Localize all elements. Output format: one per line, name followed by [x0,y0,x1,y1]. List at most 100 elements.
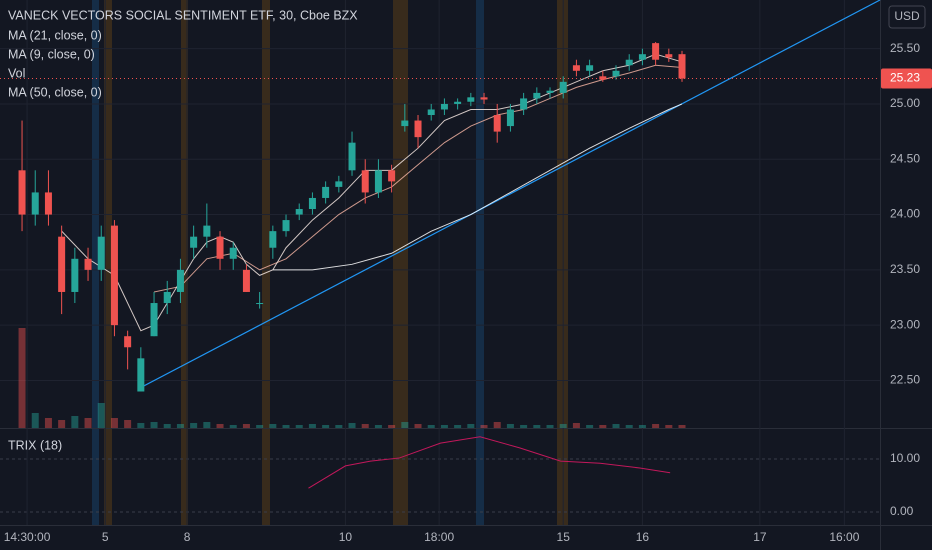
candle-body [612,70,620,77]
y-tick-label: 25.50 [890,41,920,55]
x-tick-label: 16:00 [829,530,859,544]
volume-bar [546,425,554,428]
volume-bar [374,425,382,428]
session-band [104,0,112,525]
candle-body [586,65,594,71]
volume-bar [242,424,250,428]
marks [0,0,881,489]
volume-bar [414,424,422,428]
volume-bar [638,425,646,428]
currency[interactable]: USD [894,9,920,23]
candle-body [678,54,686,79]
volume-bar [533,425,541,428]
volume-bar [163,424,171,428]
x-tick-label: 14:30:00 [4,530,51,544]
currency-box[interactable] [888,5,926,29]
y-tick-label: 0.00 [890,504,914,518]
candle-body [440,103,448,110]
candle-body [295,209,303,215]
volume-bar [652,424,660,428]
session-band [181,0,188,525]
candle-body [176,269,184,292]
x-tick-label: 15 [557,530,571,544]
legend-entry: MA (9, close, 0) [8,47,95,61]
volume-bar [44,418,52,428]
trendline [139,0,881,389]
candle-body [203,225,211,237]
candle-body [374,170,382,193]
candle-body [44,192,52,215]
volume-bar [176,424,184,428]
volume-bar [559,424,567,428]
y-tick-label: 25.00 [890,96,920,110]
candle-body [599,76,607,80]
volume-bar [665,425,673,428]
candle-body [335,181,343,187]
volume-bar [203,422,211,428]
x-tick-label: 8 [184,530,191,544]
trix-line [308,436,671,489]
x-tick-label: 18:00 [424,530,454,544]
volume-bar [216,424,224,428]
candle-body [18,170,26,215]
candle-body [282,220,290,232]
volume-bar [520,425,528,428]
volume-bar [335,425,343,428]
session-band [476,0,484,525]
candle-body [506,109,514,127]
candle-body [427,109,435,116]
x-tick-label: 5 [102,530,109,544]
volume-bar [506,424,514,428]
session-band [393,0,408,525]
volume-bar [572,423,580,428]
candle-body [124,336,132,348]
volume-bar [625,425,633,428]
candle-body [97,236,105,270]
volume-bar [295,425,303,428]
session-band [262,0,270,525]
candle-body [665,54,673,58]
volume-bar [282,425,290,428]
price-tag [881,68,932,89]
x-tick-label: 16 [636,530,650,544]
candle-body [493,115,501,132]
volume-bar [18,328,26,428]
volume-bar [586,425,594,428]
candle-body [388,170,396,182]
volume-bar [361,424,369,428]
volume-bar [599,425,607,428]
volume-bar [229,425,237,428]
y-tick-label: 24.00 [890,207,920,221]
ma-line [272,103,683,271]
candle-body [31,192,39,215]
session-band [92,0,99,525]
volume-bar [348,423,356,428]
session-bands [92,0,568,525]
legend-entry: Vol [8,66,25,80]
candle-body [229,247,237,259]
volume-bar [388,425,396,428]
x-tick-label: 17 [753,530,767,544]
candle-body [269,231,277,248]
volume-bar [150,422,158,428]
volume-bar [401,422,409,428]
volume-bar [612,424,620,428]
candle-body [414,120,422,138]
candle-body [71,258,79,292]
volume-bar [71,416,79,428]
candle-body [559,81,567,93]
volume-bar [308,424,316,428]
ma-line [153,64,683,293]
candle-body [242,269,250,292]
candle-body [652,43,660,60]
candle-body [256,303,264,305]
y-tick-label: 23.00 [890,317,920,331]
volume-bar [124,420,132,428]
candle-body [546,90,554,93]
volume-bar [58,420,66,428]
y-tick-label: 10.00 [890,451,920,465]
y-tick-label: 23.50 [890,262,920,276]
indicator-label: TRIX (18) [8,438,62,452]
candle-body [110,225,118,326]
candle-body [480,97,488,100]
